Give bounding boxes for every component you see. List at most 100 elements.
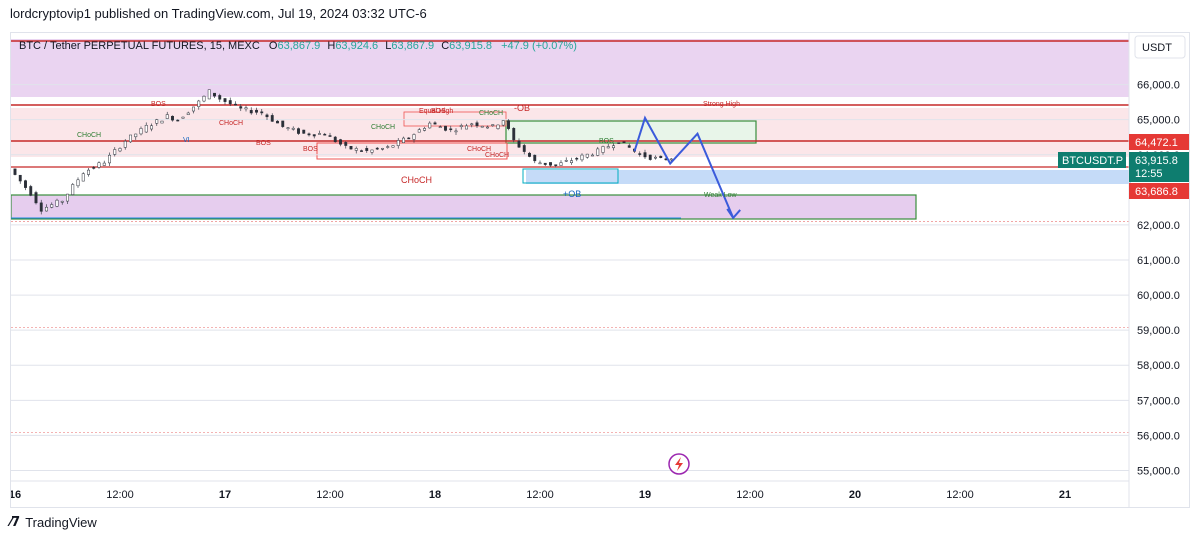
x-tick-label: 21	[1059, 489, 1071, 501]
candle-body	[297, 128, 300, 134]
x-tick-label: 18	[429, 489, 441, 501]
candle-body	[260, 111, 264, 114]
candle-body	[97, 162, 101, 168]
candle-body	[34, 192, 38, 204]
candle-body	[18, 174, 22, 182]
candle-body	[29, 186, 33, 196]
projection-arrowhead	[726, 208, 741, 220]
candle-body	[659, 155, 663, 158]
lower-price-badge	[1129, 183, 1189, 199]
chart-annotation: BOS	[431, 108, 446, 115]
candle-body	[349, 146, 353, 150]
y-tick-label: 65,000.0	[1137, 115, 1180, 127]
candle-body	[344, 142, 348, 146]
candle-body	[13, 168, 17, 175]
candle-body	[627, 145, 631, 148]
candle-body	[239, 106, 243, 109]
candle-body	[549, 162, 552, 166]
candle-body	[622, 141, 626, 143]
candle-body	[129, 134, 132, 143]
candle-body	[123, 141, 127, 148]
premium-zone	[11, 39, 1129, 97]
candle-layer	[13, 89, 673, 215]
lightning-bolt-glyph	[675, 457, 683, 471]
candle-body	[360, 150, 363, 152]
upper-range-box	[403, 111, 507, 127]
x-tick-label: 12:00	[106, 489, 134, 501]
chart-annotation: +OB	[563, 189, 581, 199]
candle-body	[186, 112, 190, 115]
candle-body	[207, 89, 211, 100]
time-axis[interactable]: 16 12:00 17 12:00 18 12:00 19 12:00 20 12:00 21	[11, 489, 1071, 501]
candle-body	[396, 140, 400, 146]
candle-body	[328, 135, 332, 137]
tradingview-brand: TradingView	[25, 515, 97, 530]
ob-cyan-box	[522, 168, 619, 184]
chart-annotation: BOS	[256, 140, 271, 147]
candle-body	[302, 129, 306, 134]
candle-body	[606, 146, 610, 149]
bearish-ob-box	[505, 120, 757, 144]
candle-body	[66, 193, 69, 202]
chart-annotation: -OB	[514, 103, 530, 113]
candle-body	[55, 199, 59, 207]
chart-frame[interactable]: BOS CHoCH CHoCH BOS BOS CHoCH BOS CHoCH CHoCH CHo…	[10, 32, 1190, 508]
currency-button[interactable]	[1134, 35, 1186, 59]
candle-body	[76, 179, 80, 187]
candle-body	[459, 125, 463, 127]
y-tick-label: 61,000.0	[1137, 255, 1180, 267]
last-price-badge	[1129, 152, 1189, 182]
y-tick-label: 58,000.0	[1137, 360, 1180, 372]
tradingview-mark-icon: ⁄7	[10, 515, 20, 530]
candle-body	[139, 128, 143, 135]
chart-annotation: BOS	[151, 101, 166, 108]
grid-layer	[11, 33, 1130, 507]
candle-body	[449, 128, 453, 131]
candle-body	[475, 122, 479, 127]
y-tick-label: 60,000.0	[1137, 290, 1180, 302]
candle-body	[265, 114, 269, 118]
symbol-header[interactable]: BTC / Tether PERPETUAL FUTURES, 15, MEXC…	[19, 40, 577, 52]
candle-body	[533, 154, 537, 162]
candle-body	[575, 157, 579, 160]
candle-body	[270, 115, 274, 122]
candle-body	[354, 148, 358, 151]
candle-body	[333, 136, 337, 143]
candle-body	[601, 146, 605, 153]
candle-body	[144, 125, 148, 133]
candle-body	[276, 120, 279, 124]
candle-body	[92, 167, 96, 169]
candle-body	[181, 116, 185, 119]
chart-annotation: Equal High	[419, 108, 453, 115]
candle-body	[465, 125, 468, 130]
countdown-text: 12:55	[1135, 168, 1163, 180]
candle-body	[134, 133, 138, 138]
candle-body	[218, 95, 222, 100]
x-tick-label: 12:00	[946, 489, 974, 501]
symbol-tag	[1058, 152, 1126, 168]
tradingview-logo[interactable]: ⁄7 TradingView	[10, 515, 97, 530]
candle-body	[370, 149, 374, 153]
currency-label: USDT	[1142, 42, 1172, 54]
candle-body	[60, 200, 64, 203]
candle-body	[486, 126, 489, 129]
candle-body	[165, 114, 169, 119]
candle-body	[580, 154, 584, 161]
chart-annotation: Weak Low	[704, 192, 737, 199]
x-tick-label: 12:00	[736, 489, 764, 501]
candle-body	[522, 145, 526, 152]
candle-body	[150, 125, 153, 130]
candle-body	[648, 154, 652, 160]
candle-body	[323, 133, 327, 136]
chart-annotation: CHoCH	[485, 152, 509, 159]
candle-body	[291, 127, 295, 130]
candle-body	[102, 162, 106, 166]
lower-price-text: 63,686.8	[1135, 186, 1178, 198]
x-tick-label: 19	[639, 489, 651, 501]
chart-annotation: CHoCH	[77, 132, 101, 139]
candle-body	[617, 142, 621, 144]
chart-annotation: CHoCH	[401, 175, 432, 185]
chart-annotation: BOS	[599, 138, 614, 145]
candle-body	[50, 204, 54, 208]
